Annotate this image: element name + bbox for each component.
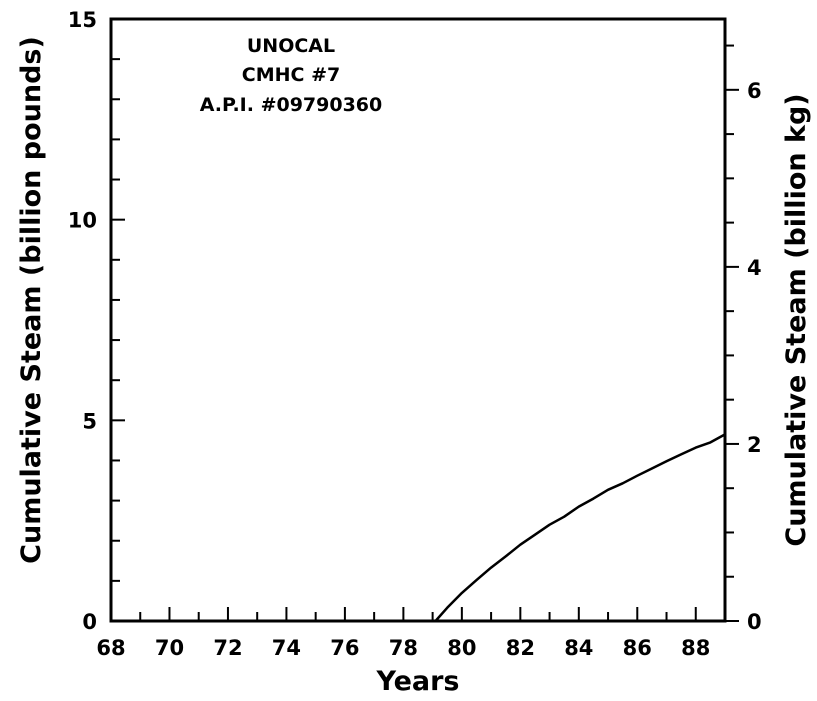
x-tick-label: 82 xyxy=(506,636,535,660)
y-tick-label: 15 xyxy=(68,8,97,32)
annotation-line-unocal: UNOCAL xyxy=(247,35,335,57)
x-tick-label: 88 xyxy=(681,636,710,660)
annotation-line-well: CMHC #7 xyxy=(242,64,340,86)
y2-tick-label: 2 xyxy=(747,433,762,457)
y2-tick-label: 6 xyxy=(747,79,762,103)
annotation-block: UNOCAL CMHC #7 A.P.I. #09790360 xyxy=(200,35,383,116)
x-tick-label: 78 xyxy=(389,636,418,660)
y-tick-label: 0 xyxy=(82,610,97,634)
plot-frame xyxy=(109,17,727,623)
x-tick-label: 68 xyxy=(96,636,125,660)
x-tick-label: 80 xyxy=(447,636,476,660)
x-axis-title: Years xyxy=(376,666,460,697)
y-axis-title-right: Cumulative Steam (billion kg) xyxy=(781,93,812,546)
x-tick-label: 72 xyxy=(213,636,242,660)
y2-tick-label: 0 xyxy=(747,610,762,634)
y-tick-label: 5 xyxy=(82,409,97,433)
x-tick-label: 74 xyxy=(272,636,301,660)
y-axis-title-left: Cumulative Steam (billion pounds) xyxy=(16,36,47,564)
x-tick-label: 76 xyxy=(330,636,359,660)
tick-labels-layer: 68 70 72 74 76 78 80 82 84 86 88 0 5 10 15 0 2 4 6 xyxy=(68,8,762,660)
x-tick-label: 86 xyxy=(623,636,652,660)
y2-tick-label: 4 xyxy=(747,256,762,280)
x-tick-label: 70 xyxy=(155,636,184,660)
annotation-line-api: A.P.I. #09790360 xyxy=(200,94,383,116)
y-tick-label: 10 xyxy=(68,209,97,233)
series-line xyxy=(434,433,727,623)
x-tick-label: 84 xyxy=(564,636,593,660)
